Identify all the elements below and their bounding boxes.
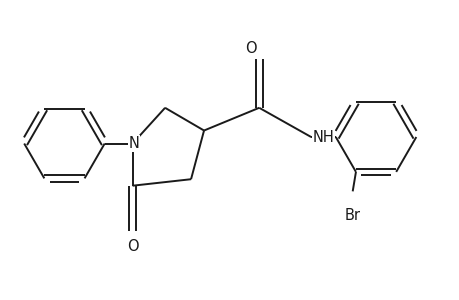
Text: Br: Br	[344, 208, 360, 223]
Text: O: O	[245, 41, 257, 56]
Text: NH: NH	[312, 130, 334, 145]
Text: O: O	[127, 239, 138, 254]
Text: N: N	[128, 136, 139, 151]
